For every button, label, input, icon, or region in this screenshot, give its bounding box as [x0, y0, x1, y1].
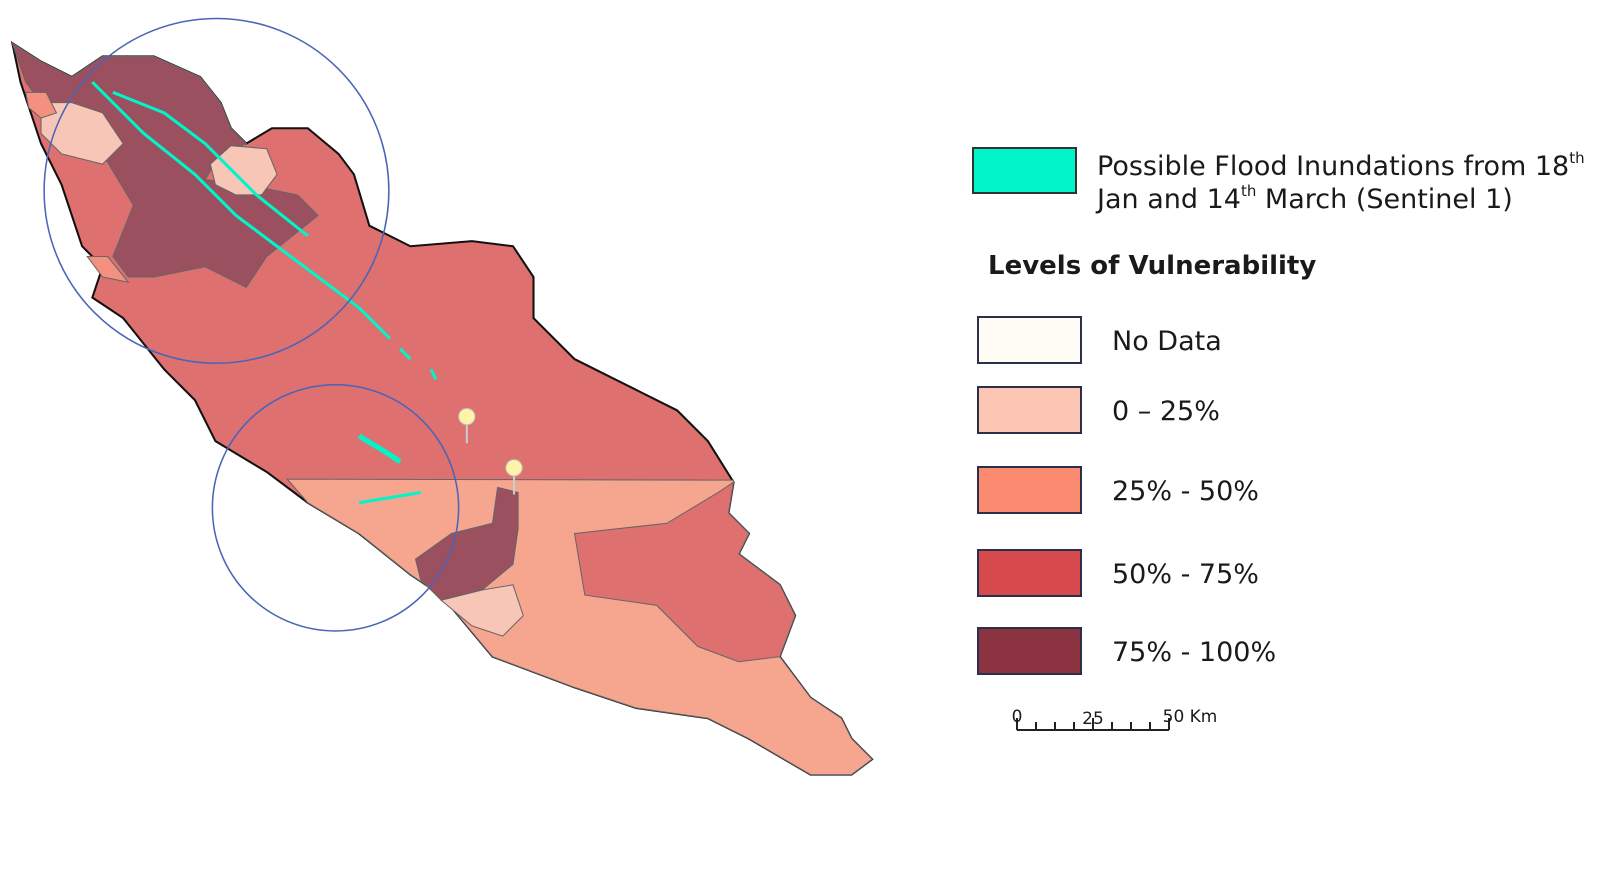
flood-label: Possible Flood Inundations from 18th — [1097, 149, 1585, 182]
legend: Possible Flood Inundations from 18th Jan… — [972, 147, 1585, 675]
focus-circle — [43, 17, 390, 364]
district-high — [11, 41, 319, 288]
flood-patch — [112, 90, 309, 238]
flood-patch — [358, 490, 421, 505]
scale-label: 25 — [1082, 709, 1104, 729]
legend-label: 75% - 100% — [1112, 637, 1276, 668]
flood-patch — [399, 347, 438, 381]
legend-label: 25% - 50% — [1112, 476, 1259, 507]
location-pin — [505, 459, 523, 495]
legend-label: 50% - 75% — [1112, 559, 1259, 590]
flood-label-text: Possible Flood Inundations from 18 — [1097, 151, 1569, 182]
district-southeast — [573, 481, 796, 663]
location-pin — [458, 407, 476, 444]
flood-label-text: March (Sentinel 1) — [1256, 184, 1512, 215]
district-low — [40, 102, 124, 165]
flood-label-text: Jan and 14 — [1095, 184, 1241, 215]
map — [10, 17, 874, 776]
district-mid — [86, 255, 130, 283]
scale-label: 50 Km — [1163, 707, 1218, 727]
superscript: th — [1241, 182, 1256, 200]
legend-swatch — [977, 549, 1082, 597]
district-low — [209, 145, 278, 196]
flood-patch — [357, 433, 402, 464]
legend-swatch — [977, 316, 1082, 364]
flood-inundation — [91, 80, 438, 505]
scale-bar-line — [1016, 718, 1170, 731]
flood-patch — [91, 80, 391, 340]
scale-label: 0 — [1012, 707, 1023, 727]
district-mid — [25, 91, 58, 119]
superscript: th — [1569, 149, 1584, 167]
legend-label: 0 – 25% — [1112, 396, 1220, 427]
flood-label: Jan and 14th March (Sentinel 1) — [1095, 182, 1513, 215]
legend-swatch — [977, 627, 1082, 675]
legend-swatch — [977, 386, 1082, 434]
legend-title: Levels of Vulnerability — [988, 251, 1316, 281]
legend-label: No Data — [1112, 326, 1222, 357]
focus-circle — [211, 383, 460, 632]
scale-bar: 0 25 50 Km — [1012, 707, 1218, 731]
district-low — [440, 584, 524, 637]
flood-swatch — [972, 147, 1077, 194]
legend-swatch — [977, 466, 1082, 514]
